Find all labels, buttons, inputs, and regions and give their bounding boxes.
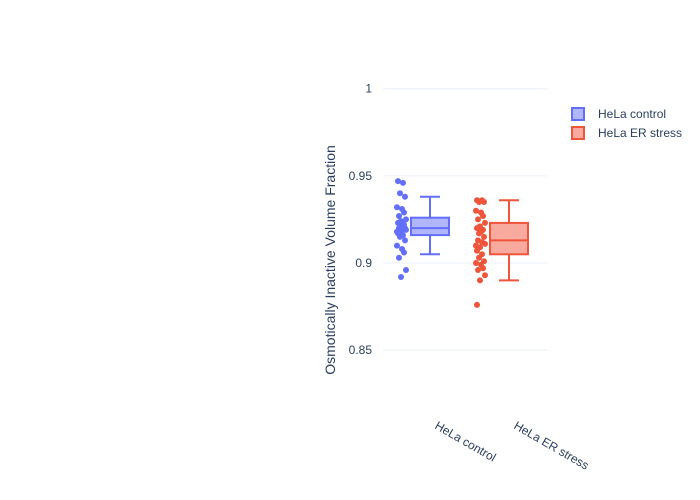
y-tick-label: 1 bbox=[365, 82, 372, 96]
data-point bbox=[400, 179, 406, 186]
data-point bbox=[482, 219, 488, 226]
data-point bbox=[402, 193, 408, 200]
y-tick-label: 0.95 bbox=[349, 169, 373, 183]
data-point bbox=[475, 266, 481, 273]
data-point bbox=[476, 254, 482, 261]
legend[interactable]: HeLa control HeLa ER stress bbox=[571, 107, 682, 140]
x-tick-label: HeLa ER stress bbox=[512, 418, 592, 472]
data-point bbox=[403, 216, 409, 223]
data-point bbox=[401, 249, 407, 256]
data-point bbox=[482, 240, 488, 247]
legend-swatch bbox=[571, 126, 585, 140]
data-point bbox=[398, 273, 404, 280]
legend-item[interactable]: HeLa control bbox=[571, 107, 666, 121]
data-point bbox=[473, 207, 479, 214]
data-point bbox=[474, 301, 480, 308]
box-iqr bbox=[410, 216, 450, 237]
data-point bbox=[481, 199, 487, 205]
data-point bbox=[482, 272, 488, 279]
y-tick-label: 0.85 bbox=[349, 343, 373, 357]
data-point bbox=[397, 233, 403, 240]
data-point bbox=[401, 209, 407, 216]
data-point bbox=[476, 199, 482, 205]
data-point bbox=[474, 247, 480, 254]
data-point bbox=[397, 190, 403, 197]
box-iqr bbox=[489, 221, 529, 256]
x-tick-labels: HeLa control HeLa ER stress bbox=[433, 418, 592, 472]
legend-item[interactable]: HeLa ER stress bbox=[571, 126, 682, 140]
data-point bbox=[476, 230, 482, 237]
legend-label: HeLa ER stress bbox=[598, 126, 682, 140]
data-point bbox=[480, 212, 486, 219]
data-point bbox=[396, 254, 402, 261]
x-tick-label: HeLa control bbox=[433, 418, 499, 464]
data-point bbox=[477, 277, 483, 284]
data-point bbox=[396, 212, 402, 219]
legend-label: HeLa control bbox=[598, 107, 666, 121]
data-point bbox=[403, 226, 409, 233]
data-point bbox=[402, 237, 408, 244]
y-tick-labels: 0.85 0.9 0.95 1 bbox=[349, 82, 373, 357]
y-axis-title: Osmotically Inactive Volume Fraction bbox=[322, 145, 338, 375]
grid-layer bbox=[383, 88, 548, 351]
data-point bbox=[394, 242, 400, 249]
data-point bbox=[395, 178, 401, 185]
data-point bbox=[403, 266, 409, 273]
jitter-points bbox=[394, 178, 488, 308]
data-point bbox=[480, 265, 486, 272]
box-layer bbox=[410, 195, 529, 282]
data-point bbox=[394, 204, 400, 211]
y-tick-label: 0.9 bbox=[355, 256, 372, 270]
data-point bbox=[473, 260, 479, 266]
legend-swatch bbox=[571, 107, 585, 121]
data-point bbox=[474, 225, 480, 232]
data-point bbox=[475, 216, 481, 223]
data-point bbox=[481, 233, 487, 240]
